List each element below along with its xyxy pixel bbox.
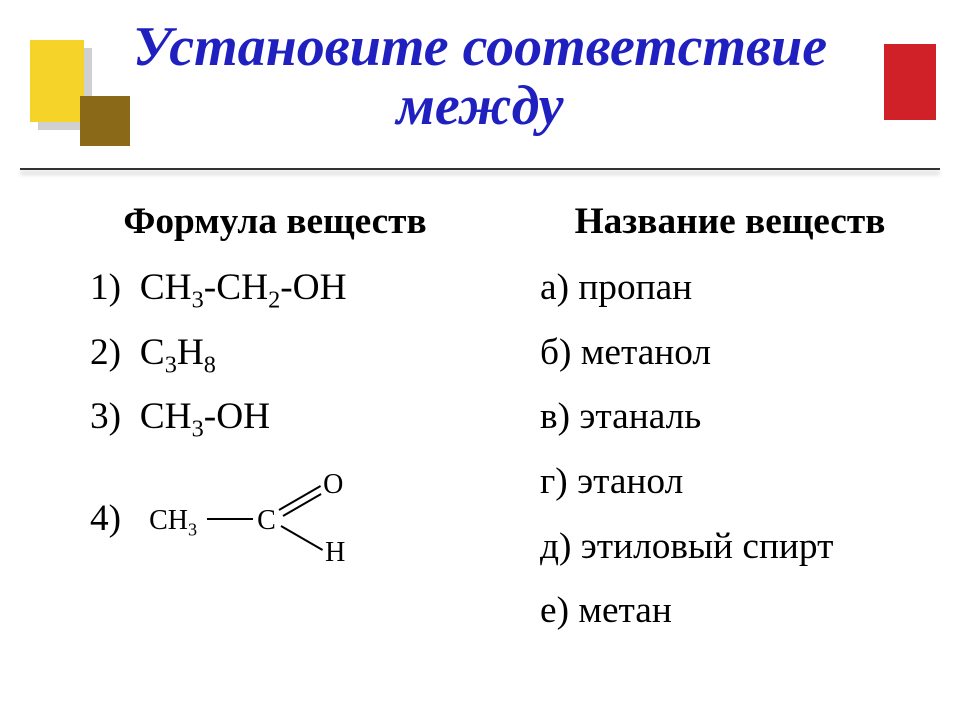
slide-title: Установите соответствие между: [133, 18, 827, 136]
f4-ch3: CH3: [149, 503, 197, 538]
column-formulas: Формула веществ 1) CH3-CH2-OH 2) С3H8 3)…: [0, 200, 480, 653]
f1-ch3: CH: [140, 267, 192, 308]
f2-h: H: [177, 332, 204, 373]
names-heading: Название веществ: [540, 200, 920, 243]
name-item-a: а) пропан: [540, 265, 920, 312]
item-number: 4): [90, 496, 121, 543]
f3-oh: -OH: [204, 396, 270, 437]
formula-item-2: 2) С3H8: [90, 330, 460, 377]
f1-sub2: 2: [268, 286, 280, 313]
name-item-e: е) метан: [540, 588, 920, 635]
title-line-1: Установите соответствие: [133, 16, 827, 78]
f4-h: H: [325, 535, 345, 570]
f3-ch: CH: [140, 396, 192, 437]
f1-oh: -OH: [280, 267, 346, 308]
name-item-b: б) метанол: [540, 330, 920, 377]
f2-sub3: 3: [165, 351, 177, 378]
name-item-d: д) этиловый спирт: [540, 524, 920, 571]
columns: Формула веществ 1) CH3-CH2-OH 2) С3H8 3)…: [0, 200, 960, 653]
item-number: 1): [90, 267, 121, 308]
bond-line: [281, 525, 324, 551]
structural-formula-icon: CH3 C H O: [149, 459, 369, 579]
f2-c: С: [140, 332, 165, 373]
slide: Установите соответствие между Формула ве…: [0, 0, 960, 720]
f1-ch2: -CH: [204, 267, 268, 308]
item-number: 2): [90, 332, 121, 373]
title-block: Установите соответствие между: [0, 18, 960, 136]
name-item-v: в) этаналь: [540, 394, 920, 441]
formula-item-4: 4) CH3 C H O: [90, 459, 460, 579]
f4-c: C: [257, 503, 276, 538]
formula-item-1: 1) CH3-CH2-OH: [90, 265, 460, 312]
title-line-2: между: [396, 75, 563, 137]
formula-item-3: 3) CH3-OH: [90, 394, 460, 441]
name-item-g: г) этанол: [540, 459, 920, 506]
title-underline: [20, 168, 940, 170]
column-names: Название веществ а) пропан б) метанол в)…: [480, 200, 960, 653]
item-number: 3): [90, 396, 121, 437]
f2-sub8: 8: [204, 351, 216, 378]
f4-o: O: [323, 467, 343, 502]
formulas-heading: Формула веществ: [90, 200, 460, 243]
bond-line: [207, 518, 253, 520]
f1-sub3: 3: [192, 286, 204, 313]
f3-sub3: 3: [192, 416, 204, 443]
